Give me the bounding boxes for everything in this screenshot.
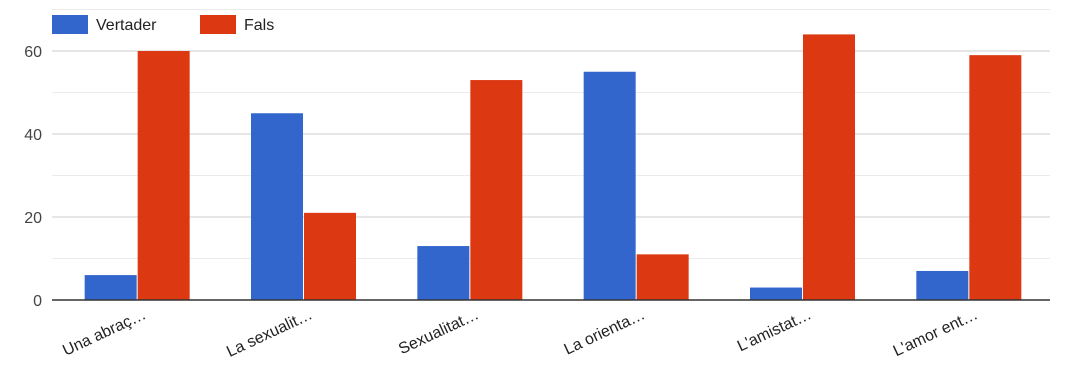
gridlines — [52, 9, 1050, 259]
y-tick-label: 20 — [24, 210, 42, 227]
y-axis-ticks: 0 20 40 60 — [24, 44, 42, 310]
x-category-label: Una abraç… — [60, 306, 149, 359]
bar-fals-6 — [969, 55, 1022, 301]
x-category-label: La orienta… — [562, 306, 648, 358]
bar-fals-5 — [803, 34, 855, 301]
bar-vertader-3 — [417, 246, 470, 300]
legend: Vertader Fals — [52, 15, 274, 34]
legend-swatch-vertader — [52, 15, 88, 34]
x-category-label: Sexualitat… — [396, 306, 481, 358]
bar-fals-3 — [470, 80, 523, 300]
bar-vertader-1 — [84, 275, 137, 300]
bar-fals-4 — [636, 254, 689, 300]
y-tick-label: 0 — [33, 293, 42, 310]
bar-fals-2 — [304, 212, 356, 300]
bar-vertader-5 — [750, 287, 802, 300]
x-category-label: L'amistat… — [735, 306, 814, 355]
bar-fals-1 — [137, 51, 190, 300]
bar-vertader-4 — [583, 71, 636, 300]
x-category-label: La sexualit… — [224, 306, 315, 360]
x-category-label: L'amor ent… — [891, 306, 981, 360]
legend-label-vertader: Vertader — [96, 17, 157, 34]
y-tick-label: 60 — [24, 44, 42, 61]
bar-vertader-2 — [251, 113, 303, 300]
y-tick-label: 40 — [24, 127, 42, 144]
bars — [84, 34, 1022, 301]
legend-swatch-fals — [200, 15, 236, 34]
bar-vertader-6 — [916, 270, 969, 300]
legend-label-fals: Fals — [244, 17, 274, 34]
x-axis-labels: Una abraç… La sexualit… Sexualitat… La orie… — [60, 306, 980, 360]
